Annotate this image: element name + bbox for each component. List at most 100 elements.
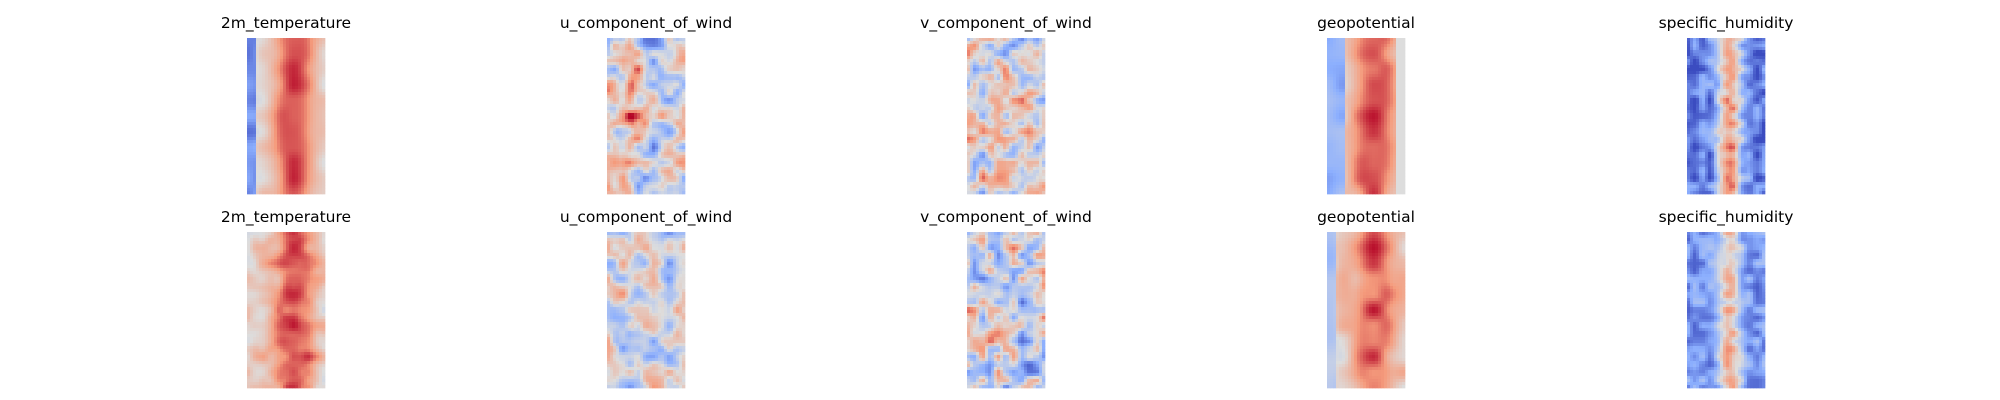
heatmap-cell (991, 47, 995, 51)
heatmap-cell (262, 143, 266, 147)
heatmap-cell (1333, 47, 1337, 51)
heatmap-cell (1027, 122, 1031, 126)
heatmap-cell (280, 128, 284, 132)
heatmap-cell (289, 146, 293, 150)
heatmap-cell (970, 80, 974, 84)
heatmap-cell (1399, 83, 1403, 87)
heatmap-cell (1033, 134, 1037, 138)
heatmap-cell (1366, 83, 1370, 87)
heatmap-cell (613, 131, 617, 135)
heatmap-cell (985, 170, 989, 174)
heatmap-cell (655, 71, 659, 75)
heatmap-cell (637, 113, 641, 117)
heatmap-cell (1369, 68, 1373, 72)
heatmap-cell (1006, 38, 1010, 42)
heatmap-cell (1027, 71, 1031, 75)
heatmap-cell (616, 149, 620, 153)
heatmap-cell (1402, 128, 1406, 132)
panel-u-component-of-wind-top: u_component_of_wind (560, 14, 732, 195)
heatmap-cell (1003, 86, 1007, 90)
heatmap-cell (1000, 125, 1004, 129)
heatmap-cell (286, 44, 290, 48)
heatmap-cell (667, 68, 671, 72)
heatmap-cell (973, 152, 977, 156)
heatmap-cell (1015, 119, 1019, 123)
heatmap-cell (259, 188, 263, 192)
heatmap-cell (970, 50, 974, 54)
heatmap-cell (1006, 161, 1010, 165)
heatmap-cell (1015, 146, 1019, 150)
heatmap-cell (1354, 77, 1358, 81)
heatmap-cell (607, 95, 611, 99)
heatmap-cell (670, 131, 674, 135)
heatmap-cell (1024, 47, 1028, 51)
heatmap-cell (301, 62, 305, 66)
heatmap-cell (979, 116, 983, 120)
heatmap-cell (985, 182, 989, 186)
heatmap-cell (607, 92, 611, 96)
heatmap-cell (985, 161, 989, 165)
heatmap-cell (289, 137, 293, 141)
heatmap-cell (1036, 155, 1040, 159)
heatmap-cell (988, 53, 992, 57)
heatmap-cell (970, 92, 974, 96)
heatmap-cell (628, 149, 632, 153)
heatmap-cell (1357, 74, 1361, 78)
heatmap-cell (1375, 56, 1379, 60)
heatmap-cell (1363, 65, 1367, 69)
heatmap-cell (1354, 143, 1358, 147)
heatmap-cell (979, 170, 983, 174)
heatmap-cell (1042, 92, 1046, 96)
heatmap-cell (295, 59, 299, 63)
heatmap-cell (283, 98, 287, 102)
heatmap-cell (256, 191, 260, 195)
heatmap-cell (313, 179, 317, 183)
heatmap-cell (1360, 41, 1364, 45)
heatmap-cell (634, 41, 638, 45)
heatmap-cell (310, 110, 314, 114)
heatmap-cell (1024, 113, 1028, 117)
heatmap-cell (976, 176, 980, 180)
heatmap-cell (304, 41, 308, 45)
heatmap-cell (265, 119, 269, 123)
heatmap-cell (298, 38, 302, 42)
heatmap-cell (658, 101, 662, 105)
heatmap-cell (988, 68, 992, 72)
heatmap-cell (1381, 119, 1385, 123)
heatmap-cell (301, 98, 305, 102)
heatmap-cell (1006, 47, 1010, 51)
heatmap-cell (655, 125, 659, 129)
heatmap-cell (1402, 65, 1406, 69)
heatmap-cell (1039, 65, 1043, 69)
heatmap-cell (643, 77, 647, 81)
heatmap-cell (262, 71, 266, 75)
heatmap-cell (676, 65, 680, 69)
heatmap-cell (271, 92, 275, 96)
heatmap-cell (646, 74, 650, 78)
heatmap-cell (280, 86, 284, 90)
heatmap-cell (319, 107, 323, 111)
heatmap-cell (1363, 125, 1367, 129)
heatmap-cell (292, 80, 296, 84)
heatmap-cell (967, 125, 971, 129)
heatmap-cell (634, 182, 638, 186)
heatmap-cell (634, 56, 638, 60)
heatmap-cell (1027, 80, 1031, 84)
heatmap-cell (262, 101, 266, 105)
heatmap-cell (970, 104, 974, 108)
heatmap-cell (661, 158, 665, 162)
heatmap-cell (1348, 134, 1352, 138)
heatmap-cell (304, 80, 308, 84)
heatmap-cell (322, 86, 326, 90)
heatmap-cell (997, 101, 1001, 105)
heatmap-cell (649, 167, 653, 171)
heatmap-cell (982, 86, 986, 90)
heatmap-image (1327, 38, 1406, 195)
heatmap-cell (634, 44, 638, 48)
panel-title: 2m_temperature (221, 14, 351, 33)
heatmap-cell (1360, 38, 1364, 42)
heatmap-cell (292, 185, 296, 189)
heatmap-cell (1036, 185, 1040, 189)
heatmap-cell (1006, 173, 1010, 177)
heatmap-cell (1003, 137, 1007, 141)
